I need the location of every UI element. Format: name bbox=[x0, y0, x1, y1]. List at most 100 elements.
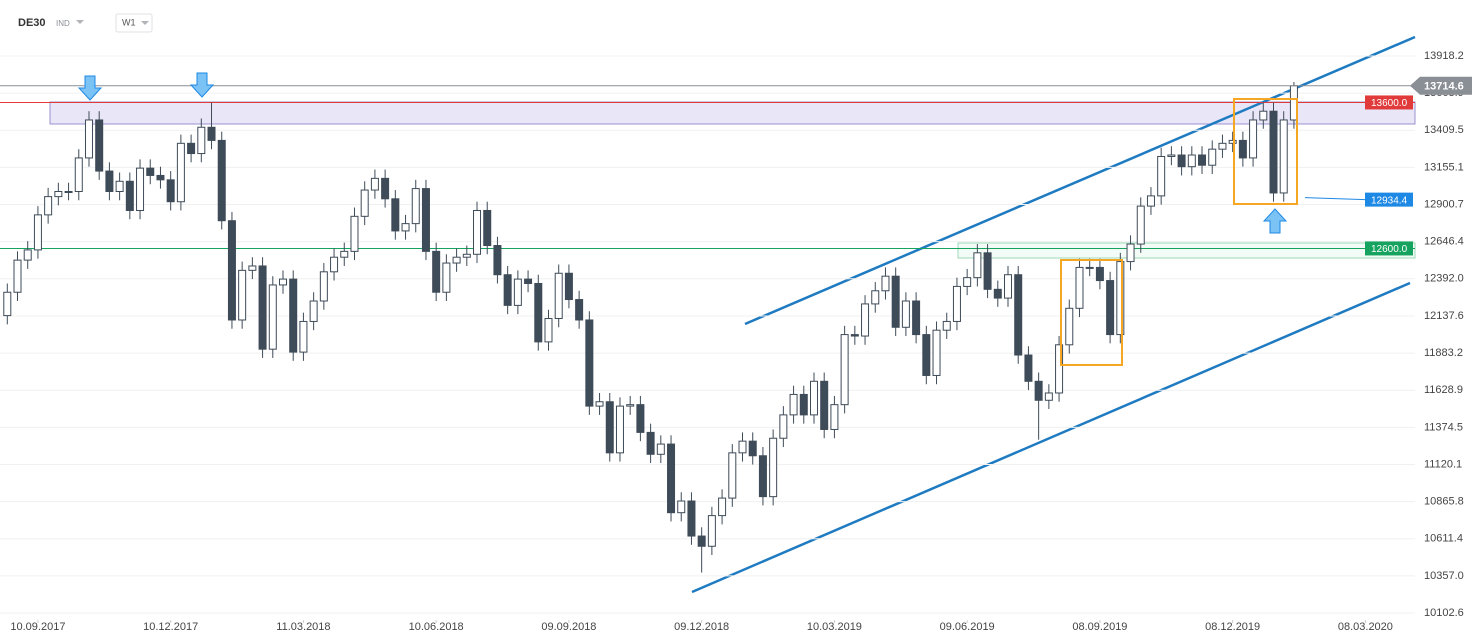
x-tick-label: 08.09.2019 bbox=[1072, 621, 1127, 633]
arrow-up bbox=[1262, 208, 1288, 234]
candle-body bbox=[166, 179, 175, 203]
price-line bbox=[1304, 197, 1366, 201]
candle-body bbox=[207, 126, 216, 141]
overlays bbox=[77, 72, 1298, 366]
candle-body bbox=[360, 189, 369, 217]
candle-body bbox=[677, 500, 686, 514]
resistance-zone bbox=[49, 101, 1416, 125]
candle-body bbox=[1146, 195, 1155, 207]
highlight-box bbox=[1233, 98, 1298, 205]
candle-body bbox=[575, 299, 584, 321]
candle-body bbox=[227, 220, 236, 321]
candle-body bbox=[105, 170, 114, 193]
price-tag bbox=[1365, 241, 1413, 256]
candle-body bbox=[1157, 155, 1166, 197]
candle-body bbox=[258, 265, 267, 350]
candle-body bbox=[534, 282, 543, 343]
candle-body bbox=[340, 250, 349, 258]
candle-body bbox=[299, 320, 308, 353]
candle-body bbox=[942, 320, 951, 331]
arrow-down bbox=[189, 72, 215, 98]
dropdown-icon[interactable] bbox=[141, 21, 149, 25]
candle-body bbox=[401, 223, 410, 232]
candle-body bbox=[615, 405, 624, 454]
candle-body bbox=[1177, 154, 1186, 168]
candle-body bbox=[983, 252, 992, 290]
x-tick-label: 10.06.2018 bbox=[409, 621, 464, 633]
candle-body bbox=[452, 256, 461, 264]
candle-body bbox=[871, 290, 880, 305]
candle-body bbox=[1198, 154, 1207, 166]
channel-upper bbox=[744, 35, 1416, 326]
price-tag bbox=[1365, 95, 1413, 110]
candle-body bbox=[289, 278, 298, 353]
candle-body bbox=[993, 288, 1002, 299]
candle-body bbox=[1055, 344, 1064, 394]
candle-body bbox=[799, 393, 808, 416]
candle-body bbox=[146, 167, 155, 176]
candle-body bbox=[554, 272, 563, 320]
candle-body bbox=[891, 275, 900, 328]
x-tick-label: 10.03.2019 bbox=[807, 621, 862, 633]
candle-body bbox=[769, 437, 778, 498]
candle-body bbox=[605, 401, 614, 454]
candle-body bbox=[1218, 142, 1227, 150]
candle-body bbox=[23, 249, 32, 261]
candle-body bbox=[595, 401, 604, 407]
candle-body bbox=[1279, 119, 1288, 194]
candle-body bbox=[483, 209, 492, 247]
candle-body bbox=[789, 393, 798, 416]
candle-body bbox=[136, 167, 145, 211]
y-tick-label: 12137.6 bbox=[1424, 310, 1464, 322]
candle-body bbox=[564, 272, 573, 301]
candle-body bbox=[973, 252, 982, 279]
candle-body bbox=[1004, 274, 1013, 299]
y-tick-label: 10357.0 bbox=[1424, 570, 1464, 582]
y-tick-label: 11374.5 bbox=[1424, 421, 1463, 433]
candle-body bbox=[667, 443, 676, 514]
candle-body bbox=[370, 177, 379, 191]
candle-body bbox=[217, 139, 226, 222]
symbol: DE30 bbox=[18, 17, 46, 29]
candle-body bbox=[850, 334, 859, 337]
candle-body bbox=[1269, 110, 1278, 194]
candle-body bbox=[279, 278, 287, 286]
candle-body bbox=[513, 278, 522, 306]
candle-body bbox=[585, 319, 594, 407]
candle-body bbox=[13, 259, 22, 293]
candle-body bbox=[421, 188, 430, 252]
x-tick-label: 09.06.2019 bbox=[940, 621, 995, 633]
price-tag-label: 13600.0 bbox=[1371, 98, 1408, 109]
candle-body bbox=[64, 191, 73, 194]
candle-body bbox=[473, 209, 482, 255]
candle-body bbox=[809, 380, 818, 416]
price-tag-label: 12934.4 bbox=[1371, 195, 1408, 206]
channel-lower bbox=[691, 281, 1411, 594]
candle-body bbox=[33, 214, 42, 251]
candle-body bbox=[95, 119, 104, 172]
candle-body bbox=[3, 291, 12, 317]
interval-select[interactable] bbox=[115, 13, 153, 33]
candle-body bbox=[1238, 139, 1247, 159]
candle-body bbox=[1187, 154, 1196, 168]
x-tick-label: 09.09.2018 bbox=[541, 621, 596, 633]
candle-body bbox=[156, 174, 165, 181]
candle-body bbox=[922, 334, 931, 376]
candle-body bbox=[646, 431, 655, 455]
candle-body bbox=[687, 500, 696, 537]
y-tick-label: 10102.6 bbox=[1424, 607, 1464, 619]
candle-body bbox=[656, 443, 665, 455]
candle-body bbox=[503, 274, 512, 306]
candle-body bbox=[718, 497, 727, 517]
candle-body bbox=[238, 269, 247, 321]
candle-body bbox=[391, 198, 400, 232]
y-tick-label: 11120.1 bbox=[1424, 458, 1462, 470]
candle-body bbox=[932, 329, 941, 376]
candle-body bbox=[544, 318, 553, 343]
arrow-down bbox=[77, 75, 103, 101]
candle-body bbox=[248, 265, 257, 271]
candle-body bbox=[738, 440, 747, 454]
dropdown-icon[interactable] bbox=[76, 20, 84, 24]
candle-body bbox=[1228, 139, 1237, 144]
